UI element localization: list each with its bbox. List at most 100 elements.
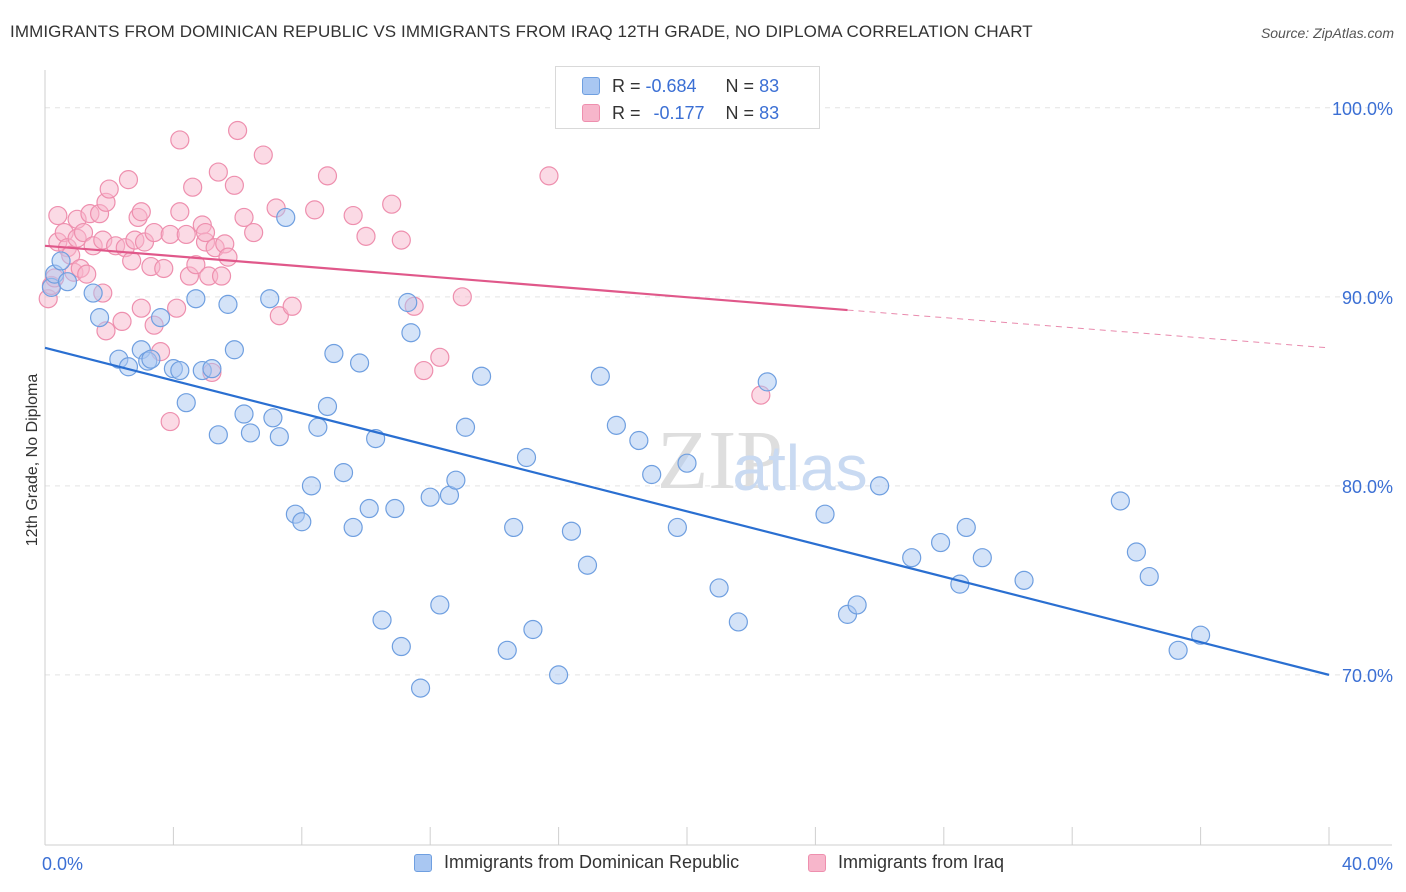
data-point <box>202 359 222 379</box>
data-point <box>282 296 302 316</box>
data-point <box>1168 640 1188 660</box>
data-point <box>208 162 228 182</box>
data-point <box>1190 625 1211 645</box>
data-point <box>410 678 431 698</box>
data-point <box>234 207 254 228</box>
data-point <box>83 283 103 303</box>
stats-swatch-dominican <box>582 77 600 95</box>
data-point <box>57 272 78 292</box>
data-point <box>382 194 402 214</box>
data-point <box>372 610 392 630</box>
stats-n-label: N = <box>725 75 755 96</box>
data-point <box>253 145 273 165</box>
data-point <box>160 224 180 245</box>
data-point <box>167 298 187 318</box>
data-point <box>224 340 244 360</box>
data-point <box>51 251 71 271</box>
x-tick-labels: 0.0% 40.0% <box>42 854 1393 874</box>
data-point <box>150 308 171 328</box>
data-point <box>606 415 626 435</box>
data-point <box>516 447 537 468</box>
data-point <box>269 306 289 326</box>
chart-title: IMMIGRANTS FROM DOMINICAN REPUBLIC VS IM… <box>10 22 1033 41</box>
data-point <box>317 166 338 186</box>
data-point <box>170 202 190 222</box>
legend-swatch-iraq <box>808 853 826 872</box>
stats-r-value: -0.177 <box>653 102 705 123</box>
dominican-points <box>41 207 1211 698</box>
data-point <box>847 595 867 615</box>
stats-legend: R = -0.684 N = 83 R = -0.177 N = 83 <box>555 66 820 129</box>
data-point <box>950 574 970 594</box>
data-point <box>292 512 312 532</box>
data-point <box>154 258 174 279</box>
data-point <box>118 170 139 190</box>
legend-item-dominican[interactable]: Immigrants from Dominican Republic <box>414 852 739 873</box>
x-tick-label: 0.0% <box>42 854 83 874</box>
data-point <box>170 360 190 381</box>
data-point <box>391 636 411 657</box>
legend-item-iraq[interactable]: Immigrants from Iraq <box>808 852 1004 873</box>
data-point <box>170 130 190 150</box>
data-point <box>176 393 196 413</box>
data-point <box>420 487 440 507</box>
data-point <box>131 298 151 318</box>
data-point <box>244 222 264 243</box>
y-tick-label: 80.0% <box>1342 477 1393 497</box>
trend-line-iraq-extension <box>847 309 1330 349</box>
data-point <box>728 612 748 632</box>
data-point <box>902 548 922 568</box>
legend-bottom: Immigrants from Dominican Republic Immig… <box>0 852 1406 878</box>
data-point <box>218 294 238 314</box>
data-point <box>48 205 68 226</box>
data-point <box>77 264 97 284</box>
data-point <box>122 251 142 271</box>
data-point <box>112 311 132 332</box>
data-point <box>333 463 354 483</box>
data-point <box>73 222 94 243</box>
data-point <box>815 504 835 524</box>
legend-label-dominican: Immigrants from Dominican Republic <box>444 852 740 872</box>
data-point <box>452 287 472 307</box>
data-point <box>324 343 344 364</box>
data-point <box>211 266 232 286</box>
data-point <box>224 175 244 195</box>
legend-swatch-dominican <box>414 853 432 872</box>
data-point <box>677 453 697 473</box>
stats-n-label: N = <box>725 102 755 123</box>
data-point <box>240 423 261 443</box>
data-point <box>301 476 322 496</box>
data-point <box>183 177 203 197</box>
watermark-atlas: atlas <box>732 432 867 504</box>
data-point <box>869 476 890 496</box>
data-point <box>391 230 411 250</box>
data-point <box>385 498 405 519</box>
data-point <box>228 120 248 141</box>
data-point <box>349 353 370 373</box>
stats-row-iraq: R = -0.177 N = 83 <box>582 101 779 125</box>
data-point <box>709 578 729 598</box>
data-point <box>269 427 289 447</box>
data-point <box>523 619 543 640</box>
data-point <box>471 366 492 386</box>
data-point <box>642 464 662 485</box>
y-tick-label: 90.0% <box>1342 288 1393 308</box>
stats-n-value: 83 <box>759 102 780 123</box>
data-point <box>176 224 196 245</box>
data-point <box>430 595 450 615</box>
trend-line-iraq <box>44 244 848 312</box>
data-point <box>972 548 992 568</box>
stats-swatch-iraq <box>582 104 600 122</box>
data-point <box>398 292 418 313</box>
data-point <box>186 255 206 275</box>
data-point <box>208 425 228 445</box>
data-point <box>276 207 296 228</box>
data-point <box>455 417 476 437</box>
data-point <box>1110 491 1130 511</box>
y-tick-label: 70.0% <box>1342 666 1393 686</box>
data-point <box>539 166 559 186</box>
data-point <box>956 517 976 538</box>
stats-n-value: 83 <box>759 75 780 96</box>
data-point <box>343 205 363 226</box>
